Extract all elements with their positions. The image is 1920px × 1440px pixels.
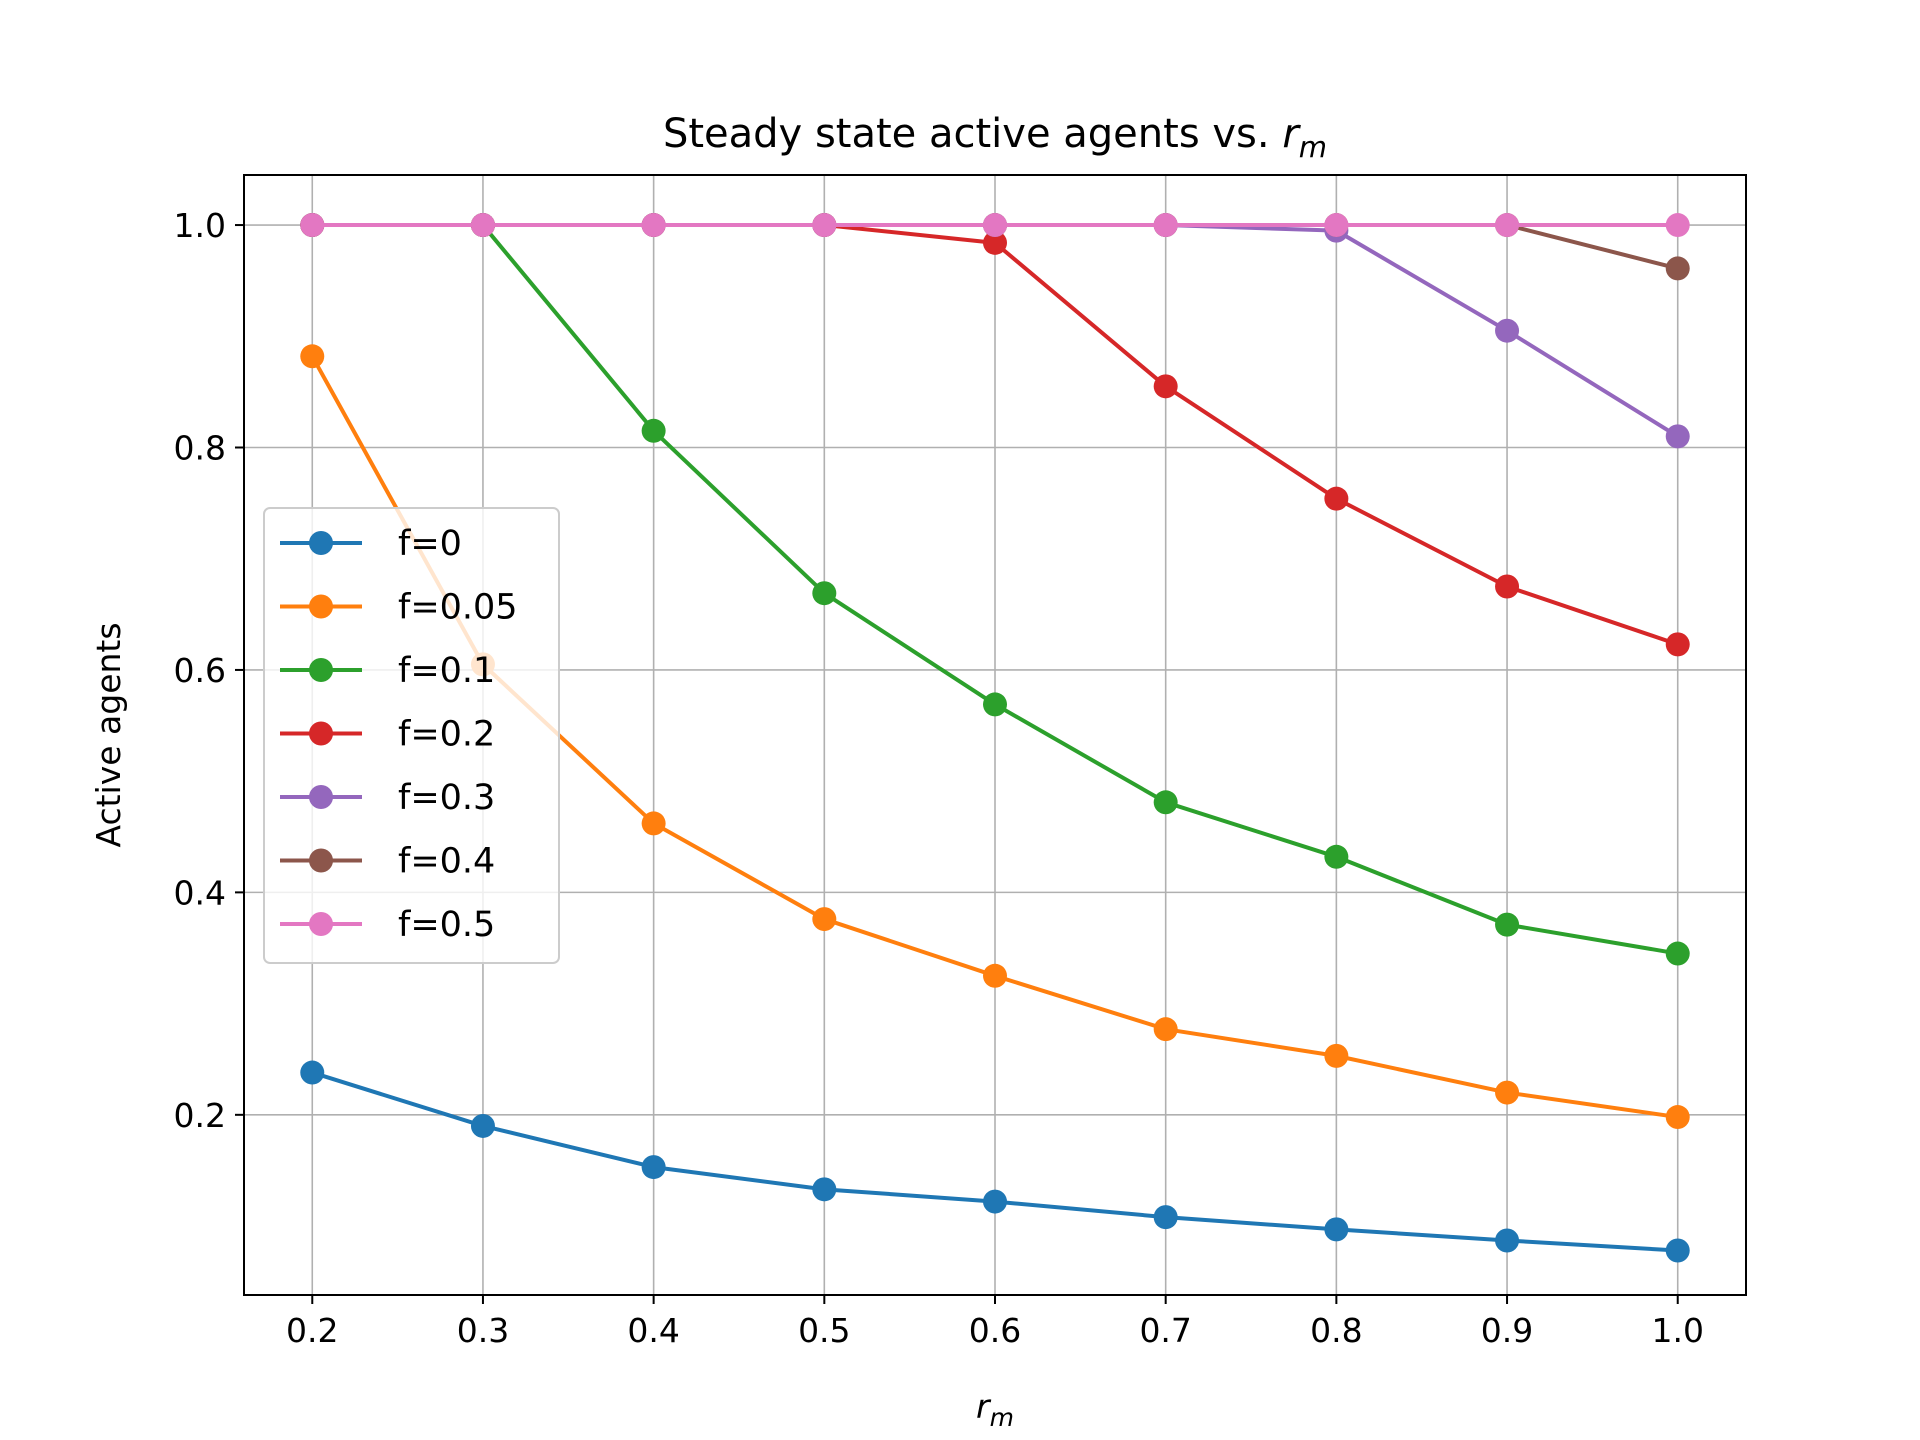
data-point bbox=[812, 213, 837, 238]
legend-item: f=0.05 bbox=[280, 588, 518, 628]
legend-label: f=0.5 bbox=[398, 905, 495, 945]
legend-label: f=0 bbox=[398, 524, 462, 564]
legend-item: f=0.3 bbox=[280, 778, 495, 818]
chart-title: Steady state active agents vs. rm bbox=[663, 111, 1327, 164]
data-point bbox=[1324, 1217, 1349, 1242]
y-axis-label: Active agents bbox=[89, 622, 128, 847]
data-point bbox=[1495, 912, 1520, 937]
chart-title-math-sub: m bbox=[1299, 130, 1327, 164]
legend-marker bbox=[309, 721, 333, 746]
data-point bbox=[641, 418, 666, 443]
data-point bbox=[1153, 1205, 1178, 1230]
data-point bbox=[1665, 1238, 1690, 1263]
legend-marker bbox=[309, 912, 333, 936]
data-point bbox=[300, 344, 325, 369]
x-axis-label: rm bbox=[976, 1387, 1014, 1432]
data-point bbox=[641, 213, 666, 238]
legend-item: f=0.1 bbox=[280, 651, 495, 691]
legend-marker bbox=[309, 658, 333, 682]
data-point bbox=[1665, 632, 1690, 657]
legend-marker bbox=[309, 594, 333, 619]
x-tick-label: 0.6 bbox=[969, 1311, 1021, 1350]
x-tick-label: 0.3 bbox=[457, 1311, 509, 1350]
legend: f=0 f=0.05 f=0.1 f=0.2 f=0.3 f=0.4 f=0.5 bbox=[263, 507, 560, 964]
data-point bbox=[1495, 318, 1520, 343]
chart-title-text: Steady state active agents vs. bbox=[663, 111, 1282, 157]
y-tick-label: 0.4 bbox=[174, 873, 226, 912]
x-tick-label: 0.5 bbox=[798, 1311, 850, 1350]
data-point bbox=[1324, 486, 1349, 511]
x-tick-label: 0.9 bbox=[1481, 1311, 1533, 1350]
data-point bbox=[1495, 1228, 1520, 1253]
data-point bbox=[983, 213, 1007, 238]
data-point bbox=[1153, 213, 1178, 238]
data-point bbox=[1665, 941, 1690, 966]
data-point bbox=[1665, 256, 1690, 281]
data-point bbox=[300, 1060, 325, 1085]
data-point bbox=[641, 811, 666, 836]
legend-marker bbox=[309, 785, 333, 809]
tick-layer: 0.2 0.3 0.4 0.5 0.6 0.7 0.8 0.9 1.0 0.2 0.4 0.6 0.8 1… bbox=[174, 206, 1704, 1350]
y-tick-label: 1.0 bbox=[174, 206, 226, 245]
y-tick-label: 0.2 bbox=[174, 1096, 226, 1135]
data-point bbox=[1324, 1043, 1349, 1068]
legend-label: f=0.2 bbox=[398, 715, 495, 755]
data-point bbox=[1153, 374, 1178, 399]
data-point bbox=[1324, 213, 1349, 238]
data-point bbox=[1665, 213, 1690, 238]
data-point bbox=[1153, 790, 1178, 815]
x-tick-label: 0.2 bbox=[286, 1311, 338, 1350]
legend-label: f=0.05 bbox=[398, 588, 518, 628]
data-point bbox=[1324, 844, 1349, 869]
x-tick-label: 0.4 bbox=[627, 1311, 679, 1350]
data-point bbox=[983, 963, 1007, 988]
data-point bbox=[1665, 1105, 1690, 1130]
legend-label: f=0.1 bbox=[398, 651, 495, 691]
legend-item: f=0.4 bbox=[280, 842, 495, 882]
x-axis-label-base: r bbox=[976, 1387, 992, 1426]
legend-item: f=0 bbox=[280, 524, 462, 564]
legend-marker bbox=[309, 848, 333, 873]
x-tick-label: 0.8 bbox=[1310, 1311, 1362, 1350]
data-point bbox=[812, 907, 837, 932]
legend-label: f=0.4 bbox=[398, 842, 495, 882]
series-0 bbox=[300, 1060, 1690, 1263]
y-tick-label: 0.6 bbox=[174, 651, 226, 690]
legend-item: f=0.5 bbox=[280, 905, 495, 945]
data-point bbox=[470, 213, 495, 238]
chart-title-math-base: r bbox=[1282, 111, 1301, 157]
legend-marker bbox=[309, 531, 333, 555]
x-tick-label: 0.7 bbox=[1139, 1311, 1191, 1350]
data-point bbox=[641, 1155, 666, 1180]
data-point bbox=[812, 581, 837, 606]
series-6 bbox=[300, 213, 1690, 238]
data-point bbox=[300, 213, 325, 238]
data-point bbox=[812, 1177, 837, 1202]
legend-item: f=0.2 bbox=[280, 715, 495, 755]
data-point bbox=[1495, 1080, 1520, 1105]
x-tick-label: 1.0 bbox=[1651, 1311, 1703, 1350]
data-point bbox=[470, 1113, 495, 1138]
data-point bbox=[983, 692, 1007, 717]
data-point bbox=[983, 1189, 1007, 1214]
data-point bbox=[1495, 213, 1520, 238]
data-point bbox=[983, 230, 1007, 255]
y-tick-label: 0.8 bbox=[174, 428, 226, 467]
legend-box bbox=[263, 507, 560, 964]
data-point bbox=[1495, 574, 1520, 599]
data-point bbox=[1665, 424, 1690, 449]
legend-label: f=0.3 bbox=[398, 778, 495, 818]
data-point bbox=[1153, 1017, 1178, 1042]
x-axis-label-sub: m bbox=[990, 1403, 1014, 1432]
